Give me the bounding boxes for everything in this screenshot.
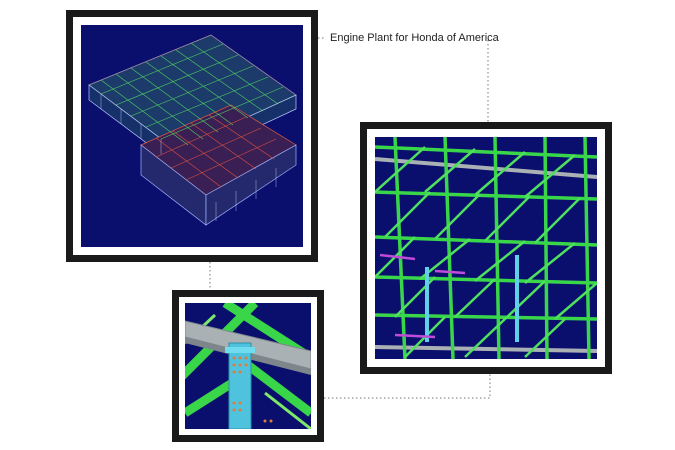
roof-truss-closeup-render xyxy=(375,137,597,359)
plant-overview-render xyxy=(81,25,303,247)
caption-engine-plant: Engine Plant for Honda of America xyxy=(330,32,499,44)
roof-truss-closeup-frame xyxy=(360,122,612,374)
connection-detail-frame xyxy=(172,290,324,442)
connector-detail-to-closeup xyxy=(324,374,491,399)
plant-overview-frame xyxy=(66,10,318,262)
connection-detail-render xyxy=(185,303,311,429)
